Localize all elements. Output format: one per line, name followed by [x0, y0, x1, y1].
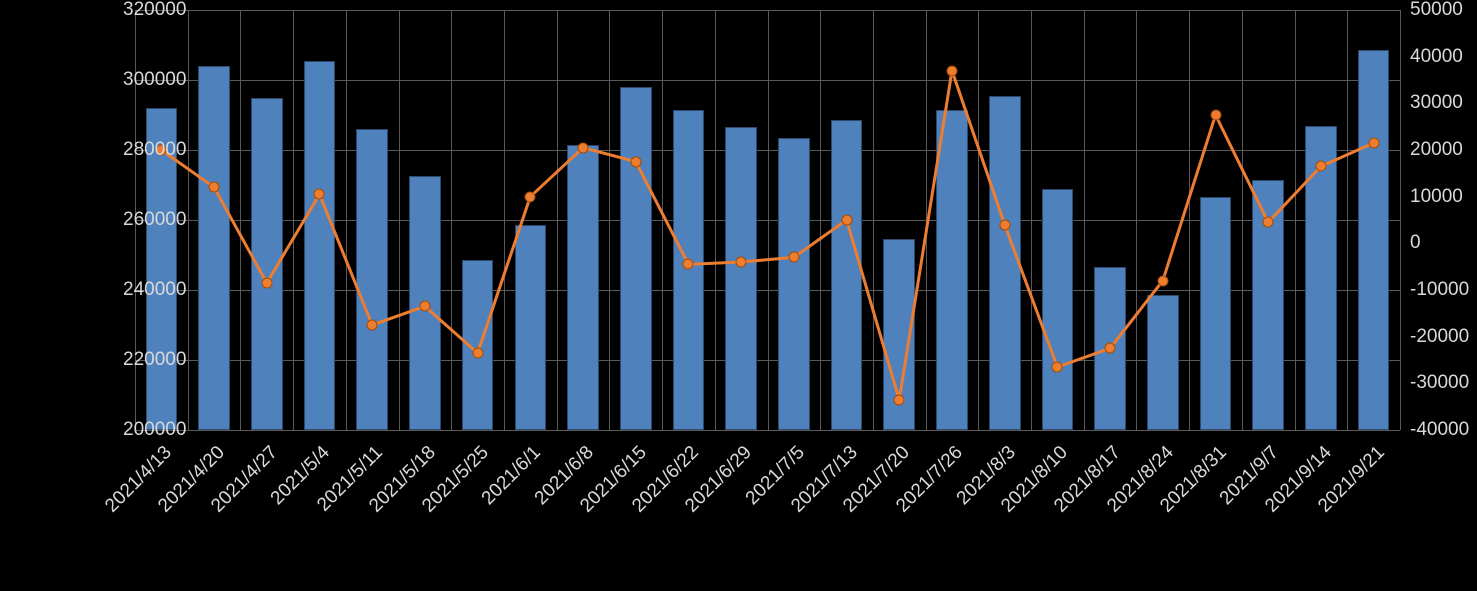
y-right-tick-label: 50000	[1410, 0, 1463, 21]
line-marker	[788, 252, 799, 263]
line-marker	[1157, 275, 1168, 286]
y-right-tick-label: -20000	[1410, 326, 1469, 348]
y-right-tick-label: 20000	[1410, 139, 1463, 161]
line-marker	[1105, 343, 1116, 354]
gridline-vertical	[1400, 10, 1401, 430]
gridline-vertical	[715, 10, 716, 430]
line-marker	[314, 189, 325, 200]
bar	[673, 110, 705, 430]
line-marker	[1315, 161, 1326, 172]
bar	[620, 87, 652, 430]
line-marker	[736, 257, 747, 268]
y-right-tick-label: -10000	[1410, 279, 1469, 301]
bar	[1200, 197, 1232, 430]
line-marker	[209, 182, 220, 193]
line-marker	[419, 301, 430, 312]
gridline-vertical	[1136, 10, 1137, 430]
bar	[462, 260, 494, 430]
gridline-vertical	[504, 10, 505, 430]
bar	[989, 96, 1021, 430]
gridline-vertical	[662, 10, 663, 430]
line-marker	[578, 142, 589, 153]
line-marker	[1052, 362, 1063, 373]
gridline-vertical	[293, 10, 294, 430]
y-left-tick-label: 200000	[123, 419, 125, 441]
gridline-horizontal	[135, 430, 1400, 431]
gridline-vertical	[1347, 10, 1348, 430]
gridline-vertical	[609, 10, 610, 430]
gridline-vertical	[926, 10, 927, 430]
y-right-tick-label: 40000	[1410, 46, 1463, 68]
gridline-vertical	[1084, 10, 1085, 430]
line-marker	[472, 348, 483, 359]
bar	[1042, 189, 1074, 431]
gridline-vertical	[820, 10, 821, 430]
gridline-vertical	[1242, 10, 1243, 430]
gridline-vertical	[1189, 10, 1190, 430]
line-marker	[1263, 217, 1274, 228]
line-marker	[1210, 110, 1221, 121]
line-marker	[999, 219, 1010, 230]
gridline-vertical	[451, 10, 452, 430]
gridline-vertical	[873, 10, 874, 430]
y-left-tick-label: 220000	[123, 349, 125, 371]
bar	[356, 129, 388, 430]
gridline-vertical	[346, 10, 347, 430]
gridline-vertical	[978, 10, 979, 430]
y-right-tick-label: 30000	[1410, 92, 1463, 114]
bar	[936, 110, 968, 430]
combo-chart: 2000002200002400002600002800003000003200…	[0, 0, 1477, 591]
bar	[567, 145, 599, 430]
gridline-vertical	[188, 10, 189, 430]
line-marker	[630, 156, 641, 167]
bar	[1147, 295, 1179, 430]
bar	[1358, 50, 1390, 430]
gridline-vertical	[399, 10, 400, 430]
y-left-tick-label: 240000	[123, 279, 125, 301]
bar	[251, 98, 283, 431]
y-right-tick-label: 0	[1410, 232, 1421, 254]
bar	[831, 120, 863, 430]
line-marker	[894, 394, 905, 405]
line-marker	[683, 259, 694, 270]
bar	[198, 66, 230, 430]
y-left-tick-label: 260000	[123, 209, 125, 231]
y-right-tick-label: -30000	[1410, 372, 1469, 394]
bar	[304, 61, 336, 430]
line-marker	[367, 320, 378, 331]
gridline-vertical	[240, 10, 241, 430]
y-right-tick-label: 10000	[1410, 186, 1463, 208]
bar	[725, 127, 757, 430]
bar	[515, 225, 547, 430]
gridline-vertical	[1031, 10, 1032, 430]
y-left-tick-label: 320000	[123, 0, 125, 21]
plot-area	[135, 10, 1400, 430]
y-left-tick-label: 280000	[123, 139, 125, 161]
bar	[778, 138, 810, 430]
y-right-tick-label: -40000	[1410, 419, 1469, 441]
gridline-vertical	[768, 10, 769, 430]
line-marker	[841, 215, 852, 226]
gridline-vertical	[1295, 10, 1296, 430]
line-marker	[946, 65, 957, 76]
line-marker	[525, 191, 536, 202]
line-marker	[1368, 138, 1379, 149]
line-marker	[261, 278, 272, 289]
gridline-vertical	[557, 10, 558, 430]
y-left-tick-label: 300000	[123, 69, 125, 91]
